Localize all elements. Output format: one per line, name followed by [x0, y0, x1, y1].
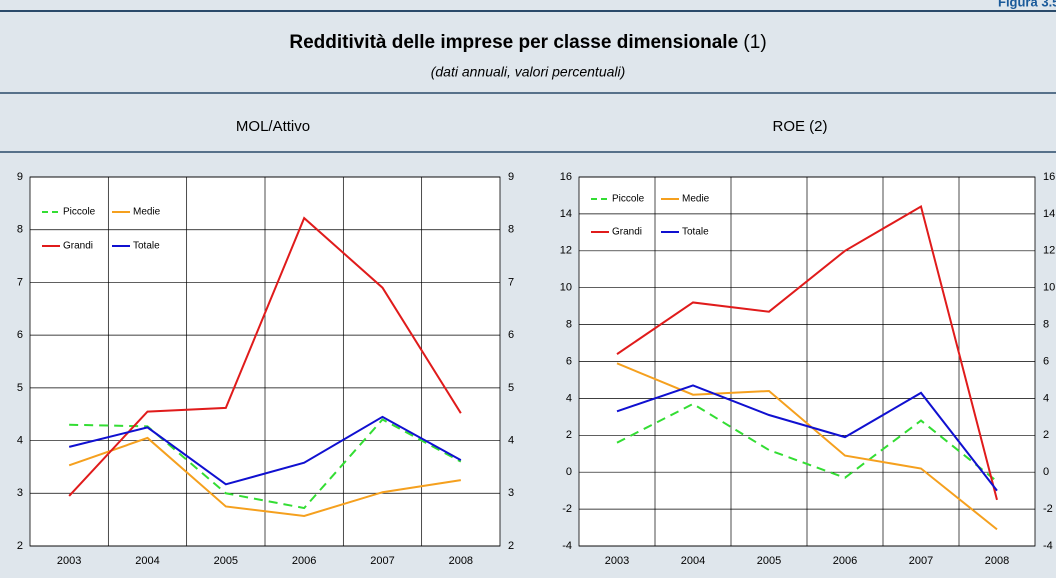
series-line: [68, 415, 462, 486]
figure-label: Figura 3.5: [998, 0, 1056, 9]
y-tick-label: 6: [17, 329, 23, 341]
y2-tick-label: 6: [1043, 355, 1049, 367]
title: Redditività delle imprese per classe dim…: [289, 32, 766, 53]
x-tick-label: 2007: [370, 555, 394, 567]
y-tick-label: 6: [566, 355, 572, 367]
y-tick-label: -2: [562, 503, 572, 515]
y-tick-label: 2: [17, 540, 23, 552]
y2-tick-label: 4: [508, 434, 514, 446]
series-line: [616, 384, 998, 492]
legend-label: Piccole: [63, 207, 96, 218]
x-tick-label: 2003: [57, 555, 81, 567]
y-tick-label: 3: [17, 487, 23, 499]
series-line: [68, 216, 462, 497]
y-tick-label: 0: [566, 466, 572, 478]
y-tick-label: 10: [560, 282, 572, 294]
y-tick-label: 2: [566, 429, 572, 441]
x-tick-label: 2004: [681, 555, 705, 567]
y2-tick-label: 0: [1043, 466, 1049, 478]
legend-label: Medie: [682, 194, 710, 205]
x-tick-label: 2005: [214, 555, 238, 567]
legend-label: Totale: [133, 241, 160, 252]
y2-tick-label: 10: [1043, 282, 1055, 294]
y2-tick-label: 8: [1043, 319, 1049, 331]
series-line: [616, 204, 998, 501]
y-tick-label: 4: [566, 392, 572, 404]
chart-title: MOL/Attivo: [236, 118, 310, 135]
x-tick-label: 2005: [757, 555, 781, 567]
y2-tick-label: 12: [1043, 245, 1055, 257]
subtitle: (dati annuali, valori percentuali): [431, 64, 626, 80]
y2-tick-label: 3: [508, 487, 514, 499]
y-tick-label: -4: [562, 540, 572, 552]
chart-title: ROE (2): [772, 118, 827, 135]
legend-label: Grandi: [612, 227, 642, 238]
y-tick-label: 8: [17, 224, 23, 236]
y-tick-label: 7: [17, 276, 23, 288]
y2-tick-label: 4: [1043, 392, 1049, 404]
title-main: Redditività delle imprese per classe dim…: [289, 32, 738, 53]
y2-tick-label: 9: [508, 171, 514, 183]
legend-label: Grandi: [63, 241, 93, 252]
legend-label: Medie: [133, 207, 161, 218]
y2-tick-label: 16: [1043, 171, 1055, 183]
series-line: [68, 436, 461, 517]
y-tick-label: 5: [17, 382, 23, 394]
y-tick-label: 8: [566, 319, 572, 331]
y-tick-label: 4: [17, 434, 23, 446]
x-tick-label: 2008: [449, 555, 473, 567]
y-tick-label: 9: [17, 171, 23, 183]
y2-tick-label: 8: [508, 224, 514, 236]
x-tick-label: 2008: [985, 555, 1009, 567]
y2-tick-label: 6: [508, 329, 514, 341]
y2-tick-label: 2: [508, 540, 514, 552]
y2-tick-label: -4: [1043, 540, 1053, 552]
series-line: [616, 402, 998, 483]
x-tick-label: 2004: [135, 555, 159, 567]
title-note: (1): [743, 32, 766, 53]
y-tick-label: 12: [560, 245, 572, 257]
legend-label: Piccole: [612, 194, 645, 205]
y2-tick-label: 2: [1043, 429, 1049, 441]
y-tick-label: 14: [560, 208, 572, 220]
x-tick-label: 2003: [605, 555, 629, 567]
legend-label: Totale: [682, 227, 709, 238]
y2-tick-label: 5: [508, 382, 514, 394]
y2-tick-label: 14: [1043, 208, 1055, 220]
x-tick-label: 2006: [833, 555, 857, 567]
y2-tick-label: 7: [508, 276, 514, 288]
y2-tick-label: -2: [1043, 503, 1053, 515]
y-tick-label: 16: [560, 171, 572, 183]
x-tick-label: 2007: [909, 555, 933, 567]
x-tick-label: 2006: [292, 555, 316, 567]
